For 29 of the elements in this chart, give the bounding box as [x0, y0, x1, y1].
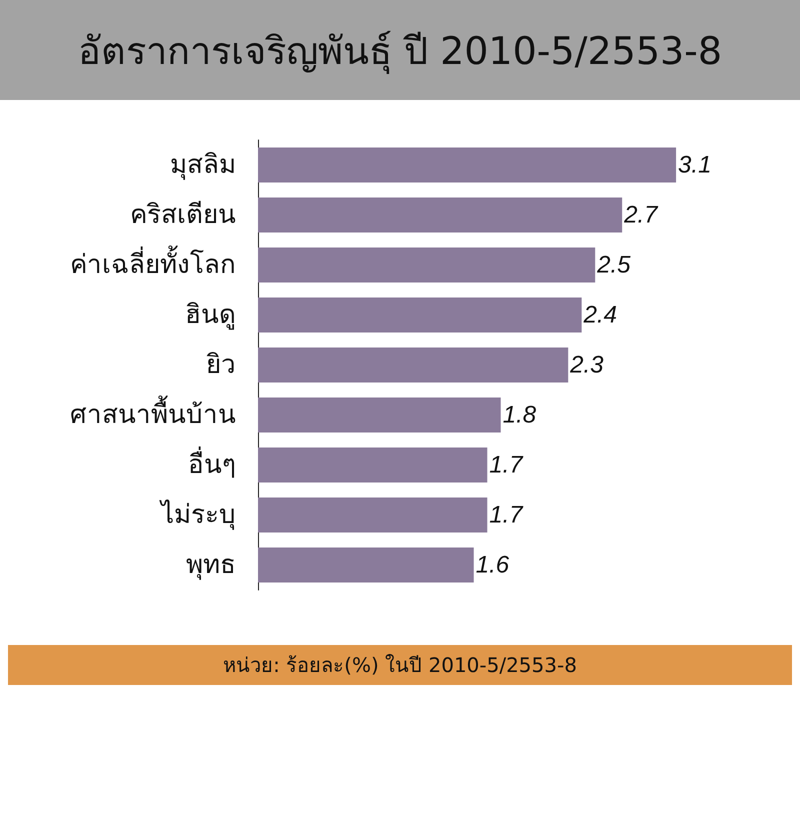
bar [258, 398, 501, 432]
y-tick-label: ค่าเฉลี่ยทั้งโลก [70, 245, 236, 280]
data-label: 1.6 [476, 552, 510, 578]
data-label: 2.4 [582, 302, 618, 328]
data-label: 3.1 [678, 152, 712, 178]
chart-title: อัตราการเจริญพันธุ์ ปี 2010-5/2553-8 [0, 0, 800, 100]
y-tick-label: อื่นๆ [188, 446, 236, 480]
y-tick-label: ยิว [206, 350, 236, 380]
y-tick-label: พุทธ [186, 550, 236, 580]
y-tick-label: ไม่ระบุ [159, 499, 236, 530]
bar [258, 548, 474, 582]
data-label: 1.8 [502, 402, 537, 428]
data-label: 2.3 [569, 352, 604, 378]
data-label: 2.5 [596, 252, 632, 278]
data-label: 1.7 [489, 502, 524, 528]
y-tick-label: ฮินดู [185, 300, 236, 330]
text: หน่วย: ร้อยละ(%) ในปี 2010-5/2553-8 [8, 645, 792, 685]
y-tick-label: ศาสนาพื้นบ้าน [70, 395, 236, 430]
bar [258, 498, 488, 532]
data-label: 1.7 [489, 452, 524, 478]
bar [258, 298, 582, 332]
bar [258, 148, 676, 182]
bar [258, 348, 568, 382]
bar [258, 248, 596, 282]
bar [258, 448, 488, 482]
y-tick-label: มุสลิม [170, 150, 236, 180]
data-label: 2.7 [623, 202, 660, 228]
bar [258, 198, 622, 232]
y-tick-label: คริสเตียน [130, 200, 236, 230]
